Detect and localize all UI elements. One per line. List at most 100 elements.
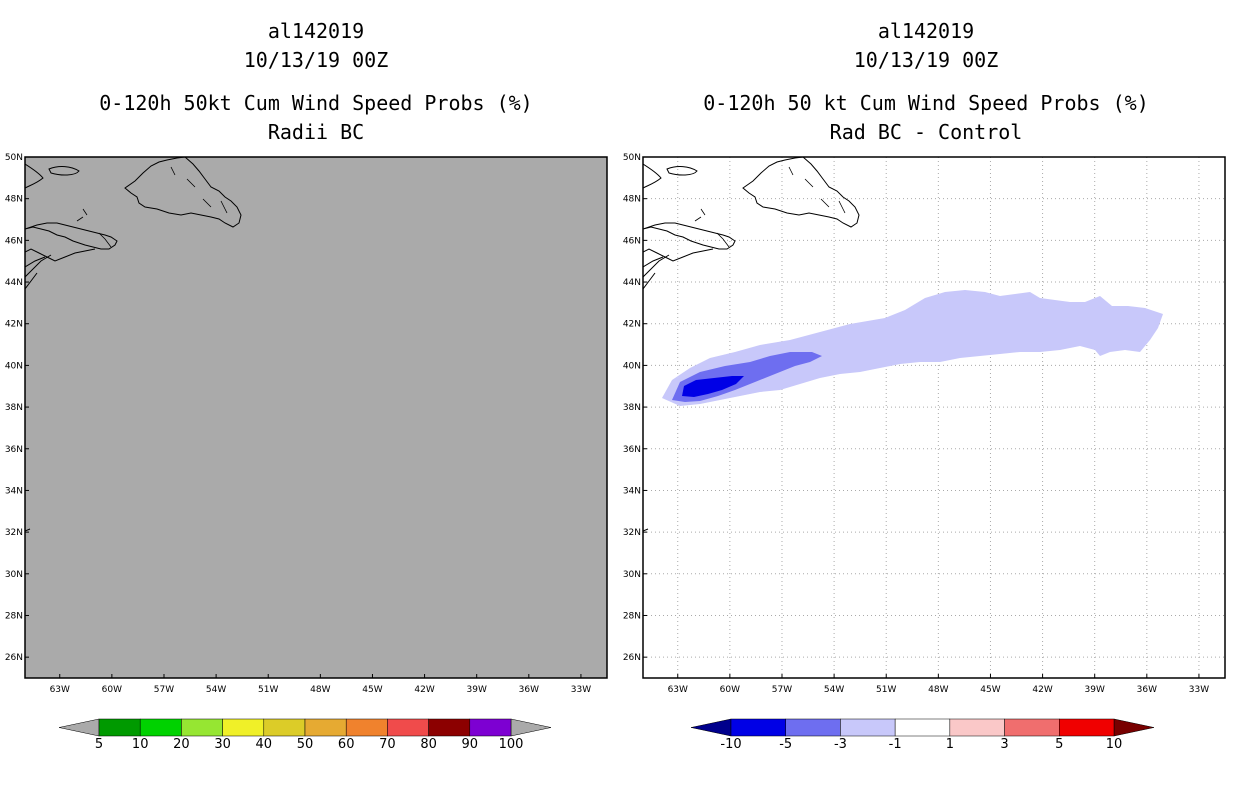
left-lon-label: 63W — [50, 685, 70, 695]
left-lon-label: 54W — [206, 685, 226, 695]
right-colorbar-label: 3 — [1000, 737, 1008, 752]
left-colorbar-label: 90 — [462, 737, 479, 752]
left-colorbar-swatch — [98, 718, 141, 737]
right-colorbar-swatch — [1004, 718, 1060, 737]
left-colorbar-label: 40 — [256, 737, 273, 752]
left-storm-id: al142019 — [267, 19, 365, 43]
left-lat-label: 36N — [5, 445, 23, 455]
right-date: 10/13/19 00Z — [853, 48, 999, 72]
right-lat-label: 36N — [623, 445, 641, 455]
left-colorbar-swatch — [222, 718, 265, 737]
left-colorbar-label: 50 — [297, 737, 314, 752]
right-colorbar: -10 -5 -3 -1 1 3 5 10 — [690, 718, 1155, 752]
left-colorbar-label: 100 — [499, 737, 524, 752]
left-lon-label: 36W — [519, 685, 539, 695]
left-colorbar-label: 5 — [95, 737, 103, 752]
left-colorbar-label: 80 — [420, 737, 437, 752]
right-lon-label: 45W — [980, 685, 1000, 695]
right-colorbar-label: -5 — [779, 737, 792, 752]
left-date: 10/13/19 00Z — [243, 48, 389, 72]
right-lon-label: 63W — [668, 685, 688, 695]
left-lat-label: 38N — [5, 403, 23, 413]
left-lat-label: 34N — [5, 486, 23, 496]
right-colorbar-swatch — [730, 718, 786, 737]
right-colorbar-label: 10 — [1106, 737, 1123, 752]
right-colorbar-label: 1 — [946, 737, 954, 752]
left-lat-label: 28N — [5, 611, 23, 621]
left-colorbar: 5 10 20 30 40 50 60 70 80 90 100 — [58, 718, 552, 752]
right-lat-label: 50N — [623, 153, 641, 163]
left-lat-label: 46N — [5, 236, 23, 246]
left-title: 0-120h 50kt Cum Wind Speed Probs (%) — [99, 91, 533, 115]
right-lat-label: 38N — [623, 403, 641, 413]
right-storm-id: al142019 — [877, 19, 975, 43]
left-colorbar-swatch — [139, 718, 182, 737]
right-colorbar-high-extend — [1113, 718, 1155, 737]
left-lat-label: 26N — [5, 653, 23, 663]
right-lon-label: 33W — [1189, 685, 1209, 695]
contour-minus-1 — [662, 290, 1163, 406]
left-colorbar-swatch — [304, 718, 347, 737]
right-lon-label: 57W — [772, 685, 792, 695]
right-colorbar-swatch — [1059, 718, 1115, 737]
right-colorbar-swatch — [894, 718, 951, 737]
right-lat-label: 48N — [623, 195, 641, 205]
right-lon-label: 48W — [928, 685, 948, 695]
left-lat-label: 44N — [5, 278, 23, 288]
left-colorbar-swatch — [387, 718, 429, 737]
right-subtitle: Rad BC - Control — [829, 120, 1023, 144]
left-lon-label: 48W — [310, 685, 330, 695]
left-colorbar-high-extend — [510, 718, 552, 737]
right-lat-label: 26N — [623, 653, 641, 663]
right-lat-label: 42N — [623, 320, 641, 330]
left-colorbar-swatch — [469, 718, 512, 737]
left-map-panel: 50N48N46N44N42N40N38N36N34N32N30N28N26N … — [5, 153, 608, 695]
right-colorbar-swatch — [785, 718, 841, 737]
left-lat-label: 30N — [5, 570, 23, 580]
left-map-background — [25, 157, 607, 678]
right-lat-labels: 50N 48N 46N 44N 42N 40N 38N 36N 34N 32N 30N 28N 26N — [623, 153, 647, 663]
left-colorbar-low-extend — [58, 718, 100, 737]
right-map-panel: 50N48N46N44N42N40N38N36N34N32N30N28N26N … — [623, 153, 1226, 695]
right-colorbar-label: -3 — [834, 737, 847, 752]
left-colorbar-swatch — [263, 718, 306, 737]
right-lon-label: 54W — [824, 685, 844, 695]
left-lat-label: 32N — [5, 528, 23, 538]
left-lon-label: 33W — [571, 685, 591, 695]
left-colorbar-label: 30 — [214, 737, 231, 752]
left-lon-label: 57W — [154, 685, 174, 695]
right-colorbar-swatch — [949, 718, 1005, 737]
left-colorbar-label: 10 — [132, 737, 149, 752]
right-lon-label: 39W — [1085, 685, 1105, 695]
right-lon-labels: 63W 60W 57W 54W 51W 48W 45W 42W 39W 36W 33W — [668, 674, 1209, 695]
left-lon-labels: 63W 60W 57W 54W 51W 48W 45W 42W 39W 36W 33W — [50, 674, 591, 695]
right-colorbar-swatch — [840, 718, 896, 737]
left-map-frame — [24, 156, 608, 679]
right-lat-label: 46N — [623, 236, 641, 246]
left-lat-labels: 50N 48N 46N 44N 42N 40N 38N 36N 34N 32N 30N 28N 26N — [5, 153, 29, 663]
contour-minus-5 — [682, 376, 744, 397]
left-lon-label: 51W — [258, 685, 278, 695]
right-lat-label: 28N — [623, 611, 641, 621]
right-lat-label: 32N — [623, 528, 641, 538]
left-colorbar-swatch — [181, 718, 223, 737]
right-lat-label: 30N — [623, 570, 641, 580]
right-title: 0-120h 50 kt Cum Wind Speed Probs (%) — [703, 91, 1149, 115]
left-lat-label: 48N — [5, 195, 23, 205]
left-colorbar-label: 20 — [173, 737, 190, 752]
right-lon-label: 51W — [876, 685, 896, 695]
right-lon-label: 36W — [1137, 685, 1157, 695]
left-colorbar-label: 60 — [338, 737, 355, 752]
left-subtitle: Radii BC — [267, 120, 365, 144]
left-lon-label: 39W — [467, 685, 487, 695]
right-lon-label: 42W — [1032, 685, 1052, 695]
left-lat-label: 42N — [5, 320, 23, 330]
right-colorbar-low-extend — [690, 718, 732, 737]
left-colorbar-swatch — [345, 718, 388, 737]
left-lon-label: 42W — [414, 685, 434, 695]
left-colorbar-swatch — [428, 718, 471, 737]
right-colorbar-label: -10 — [720, 737, 741, 752]
left-lon-label: 45W — [362, 685, 382, 695]
right-colorbar-label: 5 — [1055, 737, 1063, 752]
